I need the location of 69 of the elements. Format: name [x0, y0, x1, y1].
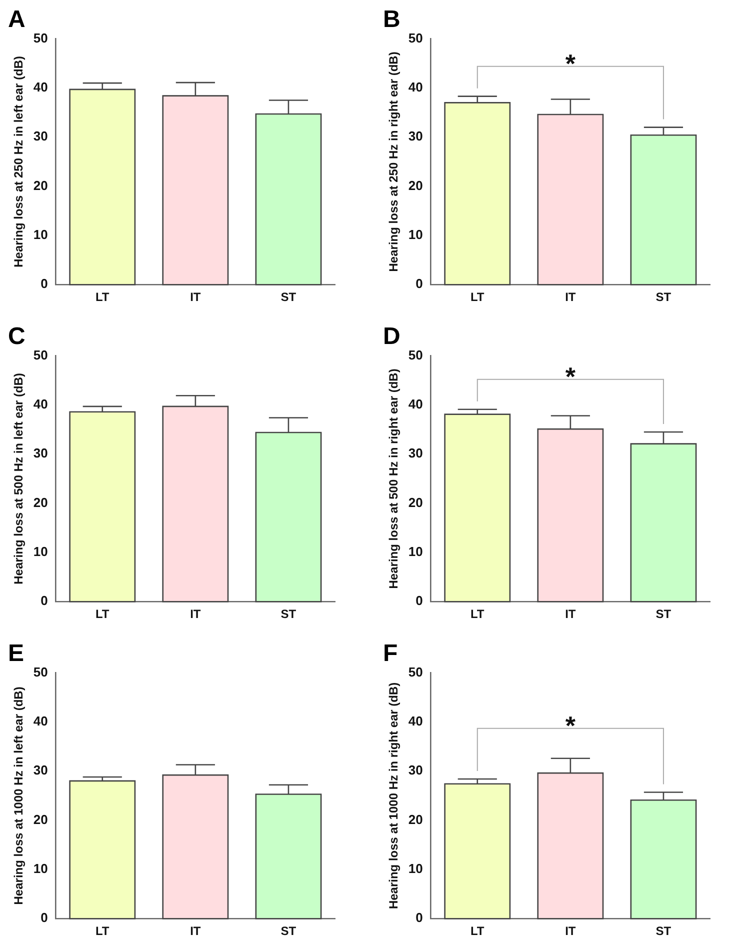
y-tick-label: 20: [33, 178, 48, 193]
x-tick-label: LT: [470, 924, 485, 938]
x-tick-label: ST: [656, 607, 672, 622]
chart-title: C: [8, 323, 26, 350]
y-axis-title: Hearing loss at 250 Hz in left ear (dB): [12, 56, 26, 268]
y-tick-label: 20: [33, 812, 48, 827]
chart-title: B: [383, 6, 400, 34]
y-tick-label: 20: [408, 812, 423, 827]
y-tick-label: 10: [33, 861, 48, 876]
x-tick-label: ST: [280, 924, 297, 938]
chart-title: E: [8, 640, 24, 668]
y-tick-label: 30: [33, 762, 48, 778]
y-axis-title: Hearing loss at 1000 Hz in left ear (dB): [12, 686, 26, 905]
y-tick-label: 30: [408, 128, 423, 144]
x-tick-label: ST: [656, 924, 672, 938]
x-tick-label: IT: [190, 924, 202, 938]
y-tick-label: 40: [33, 80, 48, 95]
y-tick-label: 20: [33, 494, 48, 510]
y-tick-label: 0: [416, 276, 423, 292]
x-tick-label: LT: [95, 290, 110, 304]
y-tick-label: 20: [408, 178, 423, 193]
x-tick-label: ST: [280, 607, 297, 622]
y-tick-label: 0: [416, 593, 423, 608]
y-tick-label: 40: [33, 714, 48, 729]
chart-title: F: [383, 640, 398, 668]
y-tick-label: 30: [408, 446, 423, 461]
y-tick-label: 40: [408, 80, 423, 95]
y-tick-label: 50: [408, 664, 423, 680]
annotation: *: [565, 710, 576, 741]
y-tick-label: 50: [408, 347, 423, 362]
y-tick-label: 50: [33, 30, 48, 46]
y-tick-label: 40: [408, 396, 423, 412]
y-tick-label: 30: [33, 128, 48, 144]
y-tick-label: 10: [33, 227, 48, 242]
y-tick-label: 10: [33, 544, 48, 560]
chart-title: D: [383, 323, 400, 350]
y-tick-label: 10: [408, 861, 423, 876]
chart-title: A: [8, 6, 26, 34]
y-tick-label: 0: [40, 593, 48, 608]
y-tick-label: 40: [33, 396, 48, 412]
annotation: *: [565, 48, 576, 78]
y-tick-label: 0: [40, 276, 48, 292]
y-tick-label: 0: [40, 910, 48, 926]
y-tick-label: 20: [408, 494, 423, 510]
y-tick-label: 50: [33, 347, 48, 362]
x-tick-label: IT: [565, 607, 576, 622]
x-tick-label: LT: [470, 607, 485, 622]
y-axis-title: Hearing loss at 500 Hz in left ear (dB): [12, 373, 26, 584]
y-tick-label: 40: [408, 714, 423, 729]
y-tick-label: 30: [33, 446, 48, 461]
x-tick-label: IT: [190, 290, 202, 304]
x-tick-label: LT: [95, 924, 110, 938]
y-tick-label: 50: [33, 664, 48, 680]
x-tick-label: IT: [565, 290, 576, 304]
x-tick-label: ST: [280, 290, 297, 304]
y-axis-title: Hearing loss at 1000 Hz in right ear (dB): [386, 682, 401, 910]
y-tick-label: 0: [416, 910, 423, 926]
annotation: *: [565, 362, 576, 392]
x-tick-label: LT: [470, 290, 485, 304]
x-tick-label: IT: [565, 924, 576, 938]
y-tick-label: 30: [408, 762, 423, 778]
y-tick-label: 10: [408, 544, 423, 560]
x-tick-label: LT: [95, 607, 110, 622]
x-tick-label: IT: [190, 607, 202, 622]
y-axis-title: Hearing loss at 500 Hz in right ear (dB): [386, 368, 401, 589]
y-tick-label: 50: [408, 30, 423, 46]
x-tick-label: ST: [656, 290, 672, 304]
y-axis-title: Hearing loss at 250 Hz in right ear (dB): [386, 52, 401, 272]
y-tick-label: 10: [408, 227, 423, 242]
